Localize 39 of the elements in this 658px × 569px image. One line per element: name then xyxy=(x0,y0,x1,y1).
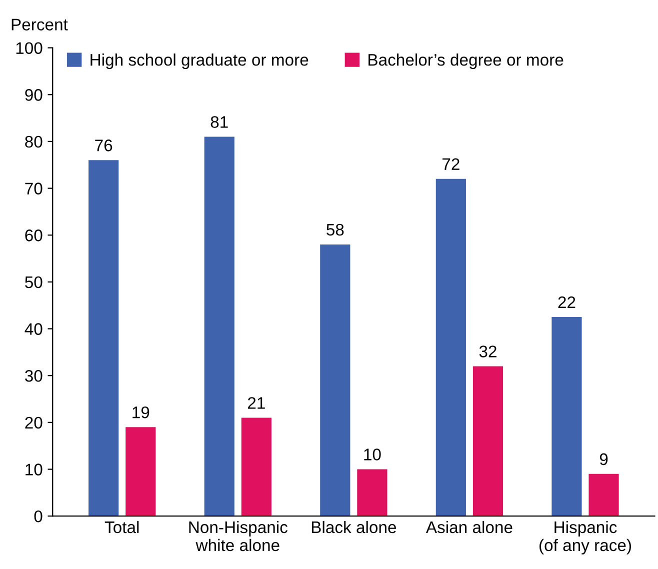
y-tick-label: 10 xyxy=(26,464,42,476)
y-tick-label: 80 xyxy=(25,136,42,148)
y-tick-label: 40 xyxy=(24,323,42,335)
bar xyxy=(436,178,466,516)
bar xyxy=(241,418,272,516)
x-tick-label: Non-Hispanic white alone xyxy=(189,520,288,552)
bar xyxy=(320,244,350,516)
data-label: 21 xyxy=(248,397,265,409)
data-label: 32 xyxy=(479,346,496,358)
x-tick-label: Hispanic (of any race) xyxy=(540,520,631,554)
x-tick-label: Asian alone xyxy=(426,520,512,534)
data-label: 58 xyxy=(326,224,344,236)
bar xyxy=(472,366,504,516)
y-tick-label: 0 xyxy=(34,510,42,522)
bar xyxy=(588,474,619,516)
bar xyxy=(552,317,582,516)
y-axis-title: Percent xyxy=(12,18,68,30)
y-tick-label: 30 xyxy=(25,370,42,382)
y-tick-label: 100 xyxy=(16,42,42,54)
y-tick-label: 90 xyxy=(25,89,42,101)
legend-label: Bachelor’s degree or more xyxy=(368,54,564,70)
data-label: 72 xyxy=(442,158,460,170)
data-label: 9 xyxy=(600,453,608,466)
bar xyxy=(204,136,234,516)
data-label: 10 xyxy=(364,448,381,460)
legend-label: High school graduate or more xyxy=(90,54,308,70)
x-tick-label: Total xyxy=(104,520,139,534)
x-tick-label: Black alone xyxy=(312,520,396,534)
y-tick-label: 60 xyxy=(25,230,42,242)
y-tick-label: 20 xyxy=(25,416,42,429)
y-tick-label: 50 xyxy=(25,276,42,288)
data-label: 19 xyxy=(132,406,150,418)
annotation: 22 xyxy=(558,296,576,308)
data-label: 76 xyxy=(95,140,112,152)
bar xyxy=(126,427,156,516)
bar xyxy=(88,160,119,516)
bar xyxy=(357,469,388,516)
data-label: 81 xyxy=(210,116,228,128)
y-tick-label: 70 xyxy=(25,182,42,194)
